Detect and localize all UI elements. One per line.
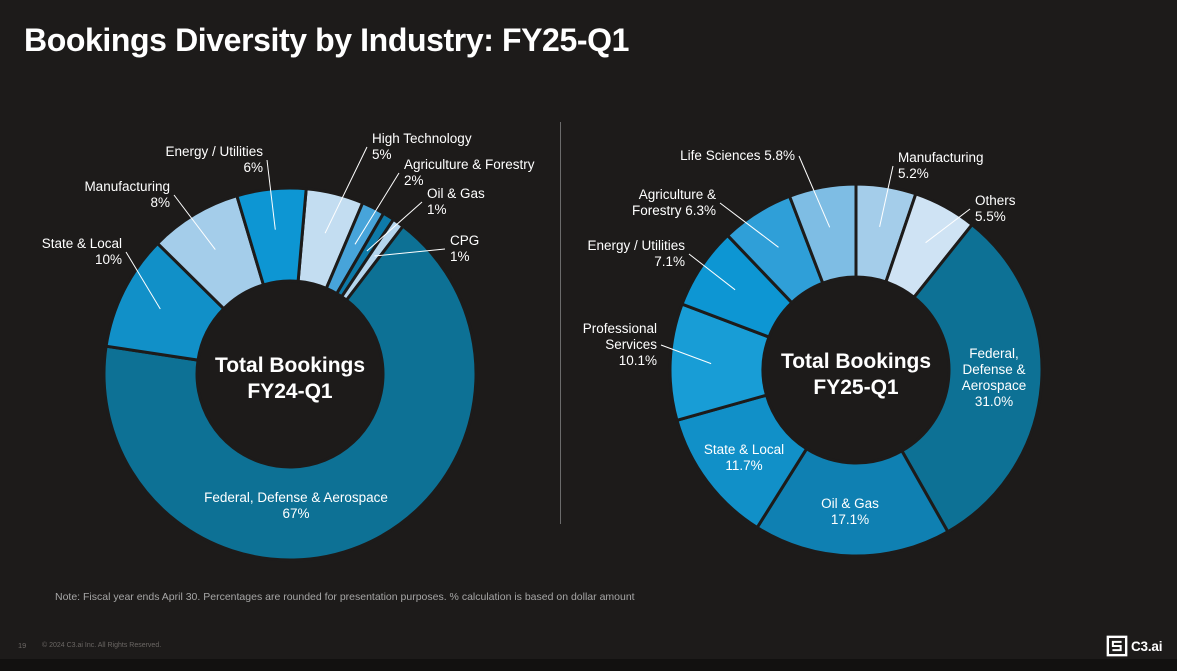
copyright: © 2024 C3.ai Inc. All Rights Reserved. (42, 642, 162, 649)
leader-line-fy25-others (925, 208, 971, 244)
pie-slice-fy25-manufacturing (854, 182, 918, 284)
c3-logo-icon (1106, 635, 1128, 657)
leader-line-fy24-cpg (374, 248, 446, 257)
leader-line-fy25-life-sciences (798, 155, 831, 228)
c3-logo-text: C3.ai (1131, 638, 1163, 654)
pie-slice-fy24-oil-gas (335, 211, 395, 299)
slice-label-fy24-energy-utilities: Energy / Utilities 6% (165, 144, 263, 175)
page-title: Bookings Diversity by Industry: FY25-Q1 (24, 22, 629, 58)
page-number: 19 (18, 641, 27, 650)
footnote: Note: Fiscal year ends April 30. Percent… (55, 591, 635, 603)
pie-slice-fy25-energy-utilities (680, 233, 794, 339)
leader-line-fy24-manufacturing (173, 194, 216, 250)
pie-slice-fy25-agriculture-forestry (726, 194, 825, 305)
pie-slice-fy24-cpg (340, 217, 405, 302)
slice-label-fy25-professional-services: Professional Services 10.1% (582, 321, 657, 368)
pie-slice-fy24-state-local (104, 241, 226, 362)
charts-divider (560, 122, 561, 524)
c3-logo: C3.ai (1106, 635, 1162, 657)
leader-line-fy24-state-local (125, 251, 161, 310)
pie-slice-fy25-life-sciences (788, 182, 858, 285)
slice-label-fy24-state-local: State & Local 10% (41, 236, 122, 267)
pie-slice-fy24-energy-utilities (235, 186, 308, 287)
leader-line-fy25-manufacturing (879, 165, 894, 228)
slice-label-fy25-federal-defense-aerospace: Federal, Defense & Aerospace 31.0% (961, 346, 1027, 409)
leader-line-fy24-oil-gas (366, 201, 423, 252)
leader-line-fy24-high-technology (324, 146, 368, 234)
slice-label-fy25-others: Others 5.5% (975, 193, 1016, 224)
slice-label-fy24-agriculture-forestry: Agriculture & Forestry 2% (404, 157, 535, 188)
slice-label-fy24-manufacturing: Manufacturing 8% (84, 179, 170, 210)
pie-slice-fy24-high-technology (296, 187, 365, 290)
pie-slice-fy25-professional-services (668, 302, 771, 422)
slice-label-fy25-manufacturing: Manufacturing 5.2% (898, 150, 984, 181)
slice-label-fy25-life-sciences: Life Sciences 5.8% (680, 148, 795, 163)
slice-label-fy24-cpg: CPG 1% (450, 233, 480, 264)
slice-label-fy25-energy-utilities: Energy / Utilities 7.1% (587, 238, 685, 269)
leader-line-fy25-professional-services (660, 344, 712, 365)
slice-label-fy24-oil-gas: Oil & Gas 1% (427, 186, 485, 217)
leader-line-fy25-agriculture-forestry (719, 202, 779, 248)
slice-label-fy24-federal-defense-aerospace: Federal, Defense & Aerospace 67% (204, 490, 388, 521)
donut-center-label-fy24: Total Bookings FY24-Q1 (214, 354, 366, 403)
leader-line-fy24-agriculture-forestry (354, 172, 400, 245)
slice-label-fy25-agriculture-forestry: Agriculture & Forestry 6.3% (631, 187, 716, 218)
slice-label-fy24-high-technology: High Technology 5% (372, 131, 472, 162)
donut-center-label-fy25: Total Bookings FY25-Q1 (780, 350, 932, 399)
pie-slice-fy24-manufacturing (156, 194, 265, 311)
slice-label-fy25-state-local: State & Local 11.7% (703, 442, 785, 473)
leader-line-fy24-energy-utilities (266, 159, 276, 230)
pie-slice-fy24-agriculture-forestry (324, 201, 386, 296)
slice-label-fy25-oil-gas: Oil & Gas 17.1% (821, 496, 879, 527)
bottom-bar (0, 659, 1177, 671)
leader-lines (125, 146, 971, 365)
pie-slice-fy25-others (884, 192, 974, 299)
leader-line-fy25-energy-utilities (688, 253, 736, 291)
